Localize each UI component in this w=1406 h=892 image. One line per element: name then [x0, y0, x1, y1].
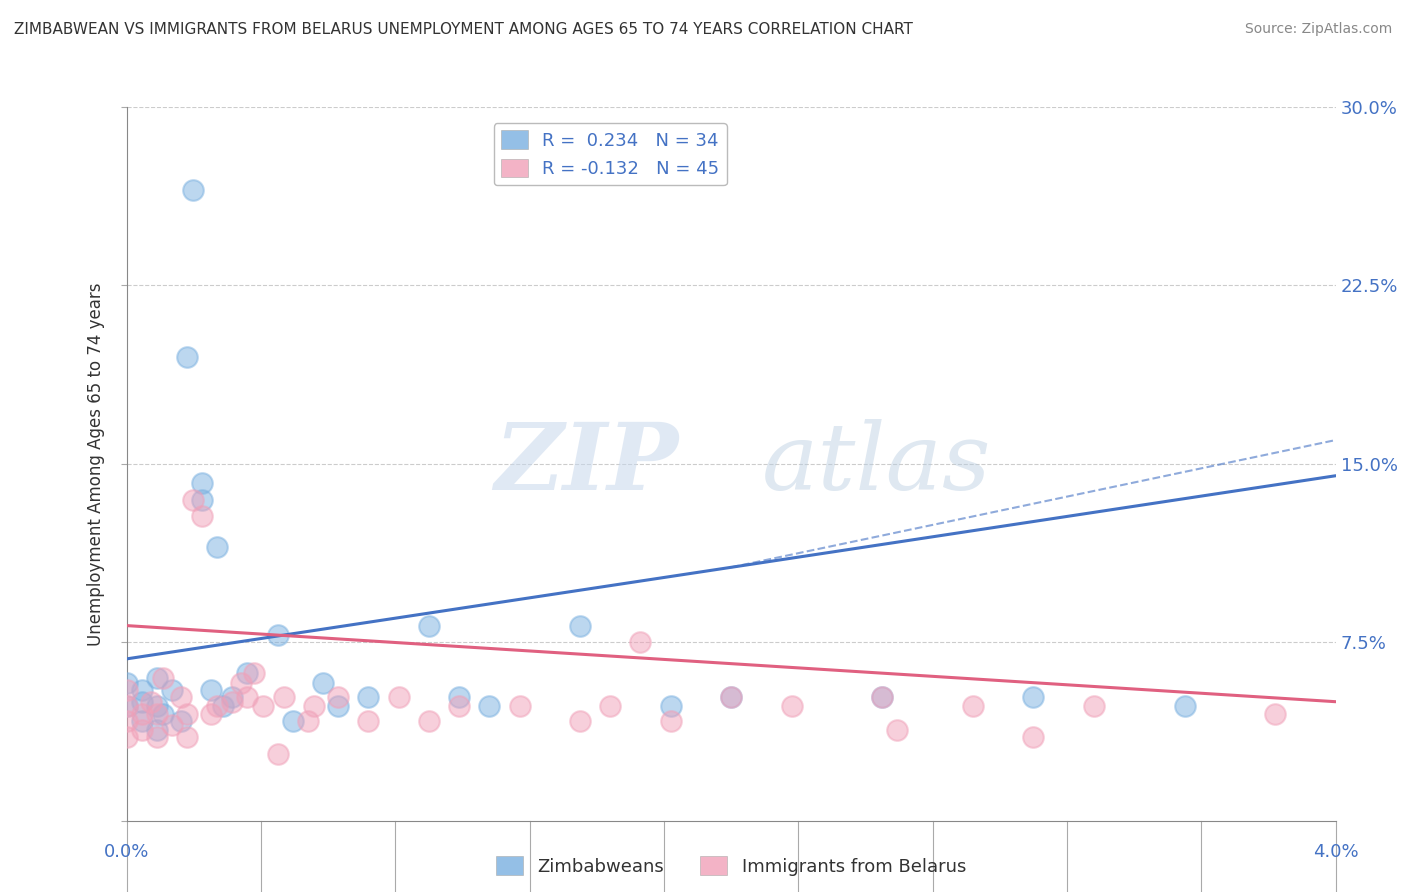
Point [176, 731, 198, 745]
Text: ZIP: ZIP [494, 419, 678, 508]
Point [115, 682, 138, 697]
Point [478, 699, 501, 714]
Point [252, 699, 274, 714]
Point [780, 699, 803, 714]
Point [599, 699, 621, 714]
Point [115, 699, 138, 714]
Point [242, 666, 264, 681]
Point [568, 618, 592, 632]
Point [176, 350, 198, 364]
Point [267, 628, 290, 642]
Point [221, 695, 243, 709]
Point [160, 682, 183, 697]
Point [326, 699, 350, 714]
Point [146, 671, 169, 685]
Point [131, 682, 153, 697]
Text: Source: ZipAtlas.com: Source: ZipAtlas.com [1244, 22, 1392, 37]
Point [720, 690, 742, 704]
Point [236, 690, 259, 704]
Point [281, 714, 304, 728]
Point [357, 690, 380, 704]
Text: atlas: atlas [762, 419, 991, 508]
Point [146, 706, 169, 721]
Text: 0.0%: 0.0% [104, 843, 149, 861]
Point [720, 690, 742, 704]
Point [449, 690, 471, 704]
Point [872, 690, 894, 704]
Point [449, 699, 471, 714]
Point [115, 714, 138, 728]
Point [115, 731, 138, 745]
Point [200, 682, 222, 697]
Point [630, 635, 652, 649]
Y-axis label: Unemployment Among Ages 65 to 74 years: Unemployment Among Ages 65 to 74 years [87, 282, 105, 646]
Point [418, 618, 440, 632]
Point [115, 675, 138, 690]
Point [1083, 699, 1105, 714]
Legend: Zimbabweans, Immigrants from Belarus: Zimbabweans, Immigrants from Belarus [489, 849, 973, 883]
Point [131, 695, 153, 709]
Point [418, 714, 440, 728]
Point [1264, 706, 1286, 721]
Point [1022, 690, 1045, 704]
Point [221, 690, 243, 704]
Point [357, 714, 380, 728]
Point [139, 695, 162, 709]
Point [872, 690, 894, 704]
Point [1174, 699, 1197, 714]
Point [659, 714, 682, 728]
Point [388, 690, 411, 704]
Point [131, 723, 153, 738]
Point [152, 706, 174, 721]
Point [302, 699, 325, 714]
Point [181, 492, 204, 507]
Point [509, 699, 531, 714]
Point [659, 699, 682, 714]
Point [152, 671, 174, 685]
Point [146, 699, 169, 714]
Point [231, 675, 253, 690]
Point [131, 706, 153, 721]
Point [236, 666, 259, 681]
Point [115, 699, 138, 714]
Point [326, 690, 350, 704]
Point [312, 675, 335, 690]
Point [170, 714, 193, 728]
Point [191, 509, 214, 524]
Point [212, 699, 235, 714]
Point [886, 723, 908, 738]
Point [267, 747, 290, 761]
Point [160, 718, 183, 732]
Point [146, 723, 169, 738]
Text: ZIMBABWEAN VS IMMIGRANTS FROM BELARUS UNEMPLOYMENT AMONG AGES 65 TO 74 YEARS COR: ZIMBABWEAN VS IMMIGRANTS FROM BELARUS UN… [14, 22, 912, 37]
Point [568, 714, 592, 728]
Point [131, 714, 153, 728]
Point [176, 706, 198, 721]
Point [273, 690, 295, 704]
Point [181, 183, 204, 197]
Point [170, 690, 193, 704]
Point [205, 540, 228, 554]
Point [200, 706, 222, 721]
Point [146, 731, 169, 745]
Point [297, 714, 319, 728]
Text: 4.0%: 4.0% [1313, 843, 1358, 861]
Point [205, 699, 228, 714]
Point [1022, 731, 1045, 745]
Point [191, 492, 214, 507]
Point [191, 475, 214, 490]
Point [962, 699, 984, 714]
